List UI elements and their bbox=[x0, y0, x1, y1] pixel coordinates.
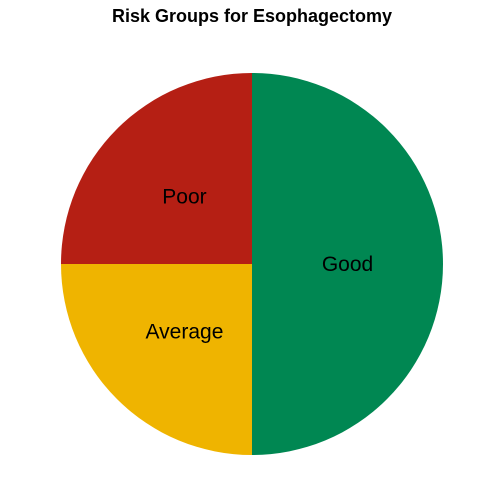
pie-slices bbox=[61, 73, 443, 455]
chart-title: Risk Groups for Esophagectomy bbox=[112, 6, 392, 26]
pie-label-average: Average bbox=[146, 321, 224, 344]
pie-slice-good bbox=[252, 73, 443, 455]
pie-slice-average bbox=[61, 264, 252, 455]
pie-label-good: Good bbox=[322, 253, 373, 276]
pie-labels: Good Average Poor bbox=[146, 185, 374, 343]
pie-label-poor: Poor bbox=[162, 185, 206, 208]
pie-slice-poor bbox=[61, 73, 252, 264]
